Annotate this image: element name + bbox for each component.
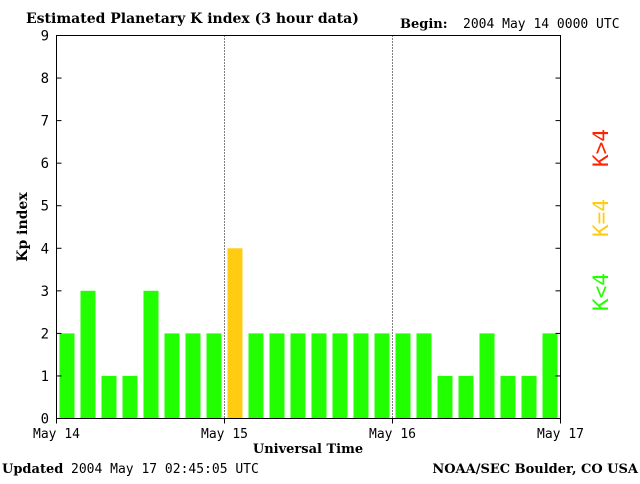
y-tick-label: 6: [41, 156, 49, 172]
y-tick-label: 9: [41, 29, 49, 45]
kp-bar: [395, 333, 411, 419]
x-tick-label: May 15: [201, 427, 248, 442]
kp-bar: [521, 375, 537, 419]
kp-bar: [269, 333, 285, 419]
kp-bar: [227, 248, 243, 419]
kp-bar: [164, 333, 180, 419]
kp-bar: [479, 333, 495, 419]
updated-value: 2004 May 17 02:45:05 UTC: [71, 462, 259, 477]
x-tick-label: May 17: [537, 427, 584, 442]
kp-bar: [290, 333, 306, 419]
legend-high: K>4: [589, 129, 613, 167]
y-tick-label: 1: [41, 369, 49, 385]
legend-mid: K=4: [589, 199, 613, 237]
y-tick-label: 2: [41, 326, 49, 342]
kp-bar: [458, 375, 474, 419]
kp-bar: [248, 333, 264, 419]
kp-bar: [353, 333, 369, 419]
day-dividers: [224, 35, 393, 419]
y-axis-label: Kp index: [15, 192, 31, 262]
plot-frame: [56, 35, 561, 419]
kp-bar: [416, 333, 432, 419]
chart-title: Estimated Planetary K index (3 hour data…: [26, 11, 359, 27]
kp-bar: [500, 375, 516, 419]
kp-bar: [542, 333, 558, 419]
kp-bar: [59, 333, 75, 419]
y-tick-label: 0: [41, 412, 49, 428]
kp-bar: [80, 290, 96, 419]
kp-bar: [206, 333, 222, 419]
kp-bar: [374, 333, 390, 419]
kp-bar: [185, 333, 201, 419]
y-tick-label: 5: [41, 199, 49, 215]
x-tick-label: May 14: [33, 427, 80, 442]
updated-label: Updated: [2, 462, 63, 477]
x-axis-label: Universal Time: [253, 442, 363, 457]
y-tick-label: 8: [41, 71, 49, 87]
bar-series: [59, 248, 558, 419]
kp-bar: [122, 375, 138, 419]
source-credit: NOAA/SEC Boulder, CO USA: [432, 462, 639, 477]
kp-bar: [311, 333, 327, 419]
kp-bar: [143, 290, 159, 419]
x-axis-ticks: May 14 May 15 May 16 May 17: [33, 418, 584, 442]
y-tick-label: 7: [41, 114, 49, 130]
legend-low: K<4: [589, 273, 613, 311]
begin-label: Begin:: [400, 17, 448, 32]
kp-bar: [437, 375, 453, 419]
y-tick-label: 3: [41, 284, 49, 300]
kp-bar: [101, 375, 117, 419]
kp-bar: [332, 333, 348, 419]
y-tick-label: 4: [41, 241, 49, 257]
begin-value: 2004 May 14 0000 UTC: [463, 17, 620, 32]
x-tick-label: May 16: [369, 427, 416, 442]
